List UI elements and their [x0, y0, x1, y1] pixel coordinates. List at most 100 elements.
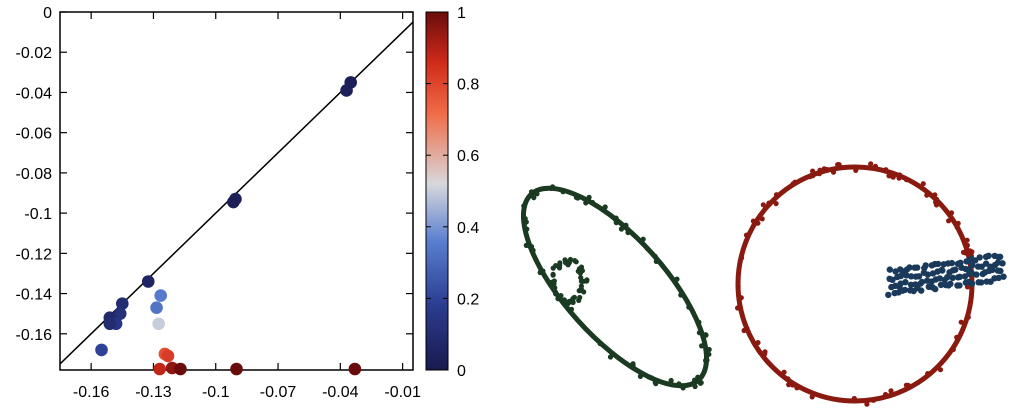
red-shape-point — [766, 200, 772, 206]
green-shape-point — [540, 268, 546, 274]
blue-cluster-point — [901, 286, 909, 294]
blue-cluster-point — [947, 280, 954, 287]
green-shape-point — [648, 375, 655, 381]
blue-cluster-point — [918, 287, 925, 294]
scatter-point-16 — [153, 362, 166, 376]
red-shape-point — [958, 319, 964, 325]
blue-cluster-point — [948, 259, 956, 267]
blue-cluster-point — [968, 280, 976, 287]
blue-cluster-point — [932, 285, 939, 293]
blue-point-cluster — [885, 252, 1007, 299]
red-shape-point — [955, 220, 961, 226]
scatter-plot: -0.16 -0.13 -0.1 -0.07 -0.04 -0.01 0 -0.02 -0.0… — [16, 5, 421, 401]
green-shape-point — [668, 377, 674, 384]
green-shape-point — [613, 220, 619, 226]
colorbar-tick-label: 0.6 — [457, 148, 479, 165]
scatter-point-12 — [150, 301, 163, 314]
green-shape-point — [597, 340, 603, 347]
blue-cluster-point — [922, 262, 929, 269]
green-shape-point — [674, 276, 680, 282]
green-shape-point — [637, 373, 644, 379]
red-shape-point — [950, 346, 956, 353]
green-shape-point — [531, 195, 537, 201]
scatter-point-11 — [154, 289, 168, 302]
blue-cluster-point — [885, 291, 892, 299]
green-shape-point — [692, 383, 698, 390]
green-shape-point — [680, 385, 686, 391]
scatter-point-18 — [174, 362, 187, 376]
green-inner-point — [572, 258, 578, 264]
blue-cluster-point — [976, 254, 983, 261]
green-ellipse-outline — [520, 185, 710, 389]
red-shape-point — [964, 242, 971, 248]
blue-cluster-point — [897, 280, 904, 287]
y-tick-label: 0 — [43, 5, 52, 22]
blue-cluster-point — [996, 253, 1004, 260]
y-tick-label: -0.14 — [16, 287, 53, 304]
colorbar-tick-label: 0.2 — [457, 291, 479, 308]
scatter-point-13 — [152, 317, 165, 331]
green-inner-point — [550, 265, 556, 271]
blue-cluster-point — [949, 274, 956, 281]
red-shape-point — [785, 376, 791, 382]
green-shape-point — [586, 194, 592, 200]
blue-cluster-point — [997, 267, 1004, 275]
green-shape-point — [625, 229, 631, 236]
blue-cluster-point — [934, 260, 942, 268]
blue-cluster-point — [906, 264, 913, 271]
scatter-point-10 — [95, 343, 108, 357]
y-tick-label: -0.06 — [16, 126, 53, 143]
red-shape-point — [889, 173, 895, 179]
red-shape-point — [760, 202, 766, 208]
blue-cluster-point — [886, 266, 893, 273]
y-tick-label: -0.04 — [16, 85, 53, 102]
red-shape-point — [794, 385, 800, 391]
blue-cluster-point — [956, 273, 963, 280]
green-shape-point — [607, 354, 614, 360]
green-inner-point — [563, 300, 569, 306]
y-tick-label: -0.1 — [24, 206, 52, 223]
green-shape-point — [703, 357, 709, 364]
green-shape-point — [705, 351, 711, 357]
y-tick-label: -0.16 — [16, 327, 53, 344]
x-tick-label: -0.01 — [384, 384, 421, 401]
red-shape-point — [920, 181, 926, 187]
y-axis-ticks: 0 -0.02 -0.04 -0.06 -0.08 -0.1 -0.12 -0.14 -0.16 — [16, 5, 413, 344]
red-shape-point — [810, 168, 816, 174]
x-tick-label: -0.16 — [73, 384, 110, 401]
red-shape-point — [882, 391, 889, 398]
scatter-point-4 — [141, 275, 155, 288]
blue-cluster-point — [924, 271, 931, 278]
green-shape-point — [686, 304, 692, 310]
blue-cluster-point — [902, 279, 909, 286]
red-shape-point — [870, 397, 877, 403]
red-shape-point — [868, 161, 874, 167]
red-shape-point — [965, 314, 971, 320]
colorbar-ticks: 0 0.2 0.4 0.6 0.8 1 — [426, 5, 479, 380]
green-inner-point — [557, 260, 563, 266]
green-shape-point — [521, 203, 527, 209]
red-shape-point — [888, 388, 894, 394]
red-shape-point — [954, 334, 960, 340]
blue-cluster-point — [978, 279, 985, 286]
red-shape-point — [830, 169, 837, 175]
red-shape-point — [773, 192, 780, 198]
red-shape-point — [836, 165, 842, 171]
green-inner-point — [579, 268, 586, 274]
green-inner-point — [562, 257, 568, 263]
green-shape-point — [653, 258, 659, 264]
scatter-points — [95, 76, 362, 376]
green-inner-point — [571, 294, 578, 300]
blue-cluster-point — [972, 257, 979, 264]
green-shape-point — [692, 377, 698, 383]
green-ellipse-shape — [520, 184, 712, 391]
red-shape-point — [872, 163, 879, 169]
scatter-point-19 — [230, 362, 243, 376]
scatter-point-5 — [115, 297, 129, 310]
green-inner-point — [578, 286, 584, 292]
blue-cluster-point — [969, 262, 976, 269]
green-inner-point — [550, 272, 556, 278]
green-shape-point — [530, 248, 536, 254]
blue-cluster-point — [985, 252, 992, 259]
